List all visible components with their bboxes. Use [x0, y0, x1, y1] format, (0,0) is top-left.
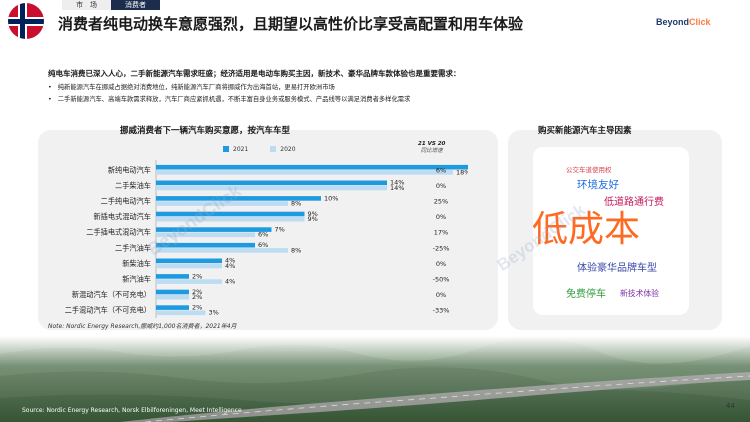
norway-flag-icon — [8, 3, 44, 39]
legend-item-2021: 2021 — [223, 146, 248, 153]
category-label: 新插电式混动汽车 — [93, 212, 151, 221]
data-label-2021: 2% — [192, 304, 202, 312]
word-low-cost: 低成本 — [532, 209, 641, 250]
growth-value: -50% — [433, 276, 450, 284]
bar-2020 — [156, 263, 222, 269]
bar-2021 — [156, 305, 189, 310]
data-label-2020: 14% — [390, 184, 404, 192]
data-label-2020: 6% — [258, 231, 268, 239]
logo-text-accent: Click — [689, 17, 711, 27]
bar-2021 — [156, 227, 272, 232]
data-label-2021: 6% — [258, 241, 268, 249]
chart-legend: 2021 2020 — [223, 146, 296, 153]
growth-column-header: 21 VS 20 同比增速 — [418, 141, 445, 155]
data-label-2020: 4% — [225, 278, 235, 286]
data-label-2020: 8% — [291, 200, 301, 208]
page-title: 消费者纯电动换车意愿强烈，且期望以高性价比享受高配置和用车体验 — [58, 15, 524, 33]
intro-bullet-2: 二手新能源汽车、高端车款需求释放，汽车厂商应紧抓机遇，不断丰富自身业务或服务模式… — [48, 94, 411, 103]
bar-2021 — [156, 196, 321, 201]
growth-value: 0% — [436, 182, 446, 190]
intro-headline: 纯电车消费已深入人心，二手新能源汽车需求旺盛；经济适用是电动车购买主因，新技术、… — [48, 69, 461, 78]
data-label-2021: 10% — [324, 194, 338, 202]
breadcrumb-market: 市 场 — [62, 0, 111, 10]
legend-swatch-2021 — [223, 146, 229, 152]
bar-2021 — [156, 211, 305, 217]
bar-2020 — [156, 216, 305, 222]
bar-2020 — [156, 232, 255, 238]
word-bus-lane-access: 公交车道使用权 — [566, 166, 612, 174]
growth-value: -25% — [433, 244, 450, 252]
data-label-2021: 2% — [192, 288, 202, 296]
data-label-2021: 14% — [390, 179, 404, 187]
bar-2020 — [156, 201, 288, 206]
category-label: 新混动汽车（不可充电） — [72, 290, 151, 299]
growth-value: -33% — [433, 307, 450, 315]
growth-header-title: 21 VS 20 — [418, 141, 446, 147]
page-number: 44 — [726, 402, 735, 410]
category-label: 二手纯电动汽车 — [101, 197, 151, 206]
bar-2020 — [156, 310, 206, 316]
breadcrumb-consumer: 消费者 — [111, 0, 160, 10]
bar-2020 — [156, 185, 387, 191]
bar-2021 — [156, 164, 468, 170]
data-label-2021: 7% — [275, 226, 285, 234]
logo-text-main: Beyond — [656, 17, 690, 27]
growth-header-subtitle: 同比增速 — [420, 148, 443, 154]
growth-value: 6% — [436, 166, 446, 174]
intro-bullet-1: 纯新能源汽车在挪威占据绝对消费地位，纯新能源汽车厂商将挪威作为出海首站，更易打开… — [48, 82, 335, 91]
bar-2021 — [156, 242, 255, 248]
data-label-2021: 2% — [192, 272, 202, 280]
category-label: 新纯电动汽车 — [108, 165, 151, 174]
data-label-2020: 8% — [291, 246, 301, 254]
chart-note: Note: Nordic Energy Research,挪威约1,000名消费… — [48, 323, 237, 330]
bar-2020 — [156, 170, 453, 175]
source-note: Source: Nordic Energy Research, Norsk El… — [22, 407, 242, 414]
legend-label-2020: 2020 — [280, 146, 296, 153]
category-label: 二手汽油车 — [115, 243, 151, 252]
category-label: 二手插电式混动汽车 — [86, 228, 151, 237]
legend-label-2021: 2021 — [233, 146, 249, 153]
word-low-road-toll: 低道路通行费 — [604, 197, 664, 208]
data-label-2021: 9% — [308, 210, 318, 218]
bar-2021 — [156, 289, 189, 295]
legend-item-2020: 2020 — [270, 146, 296, 153]
word-eco-friendly: 环境友好 — [577, 179, 619, 191]
data-label-2020: 4% — [225, 262, 235, 270]
data-label-2020: 2% — [192, 293, 202, 301]
category-label: 新柴油车 — [122, 259, 151, 268]
wordcloud-panel-title: 购买新能源汽车主导因素 — [538, 126, 632, 136]
bar-2021 — [156, 274, 189, 279]
bar-2021 — [156, 180, 387, 186]
forest-road-image — [0, 336, 750, 422]
growth-value: 17% — [434, 229, 448, 237]
data-label-2020: 3% — [209, 309, 219, 317]
data-label-2020: 9% — [308, 215, 318, 223]
bar-2021 — [156, 258, 222, 264]
growth-value: 0% — [436, 260, 446, 268]
chart-panel-title: 挪威消费者下一辆汽车购买意愿，按汽车车型 — [120, 126, 291, 136]
category-label: 二手混动汽车（不可充电） — [65, 306, 151, 315]
growth-value: 25% — [434, 198, 448, 206]
word-new-tech-experience: 新技术体验 — [620, 289, 659, 298]
beyondclick-logo: BeyondClick — [656, 17, 711, 27]
wordcloud-box — [533, 147, 689, 315]
category-label: 二手柴油车 — [115, 181, 151, 190]
data-label-2020: 18% — [456, 168, 468, 176]
growth-value: 0% — [436, 213, 446, 221]
word-free-parking: 免费停车 — [566, 289, 606, 300]
purchase-intent-bar-chart: 新纯电动汽车19%18%6%二手柴油车14%14%0%二手纯电动汽车10%8%2… — [65, 160, 468, 318]
breadcrumb: 市 场 消费者 — [62, 0, 160, 10]
growth-value: 0% — [436, 291, 446, 299]
bar-2020 — [156, 294, 189, 300]
data-label-2021: 4% — [225, 257, 235, 265]
category-label: 新汽油车 — [122, 275, 151, 284]
bar-2020 — [156, 248, 288, 253]
bar-2020 — [156, 279, 222, 284]
legend-swatch-2020 — [270, 146, 277, 152]
word-luxury-brand-experience: 体验豪华品牌车型 — [577, 263, 657, 274]
